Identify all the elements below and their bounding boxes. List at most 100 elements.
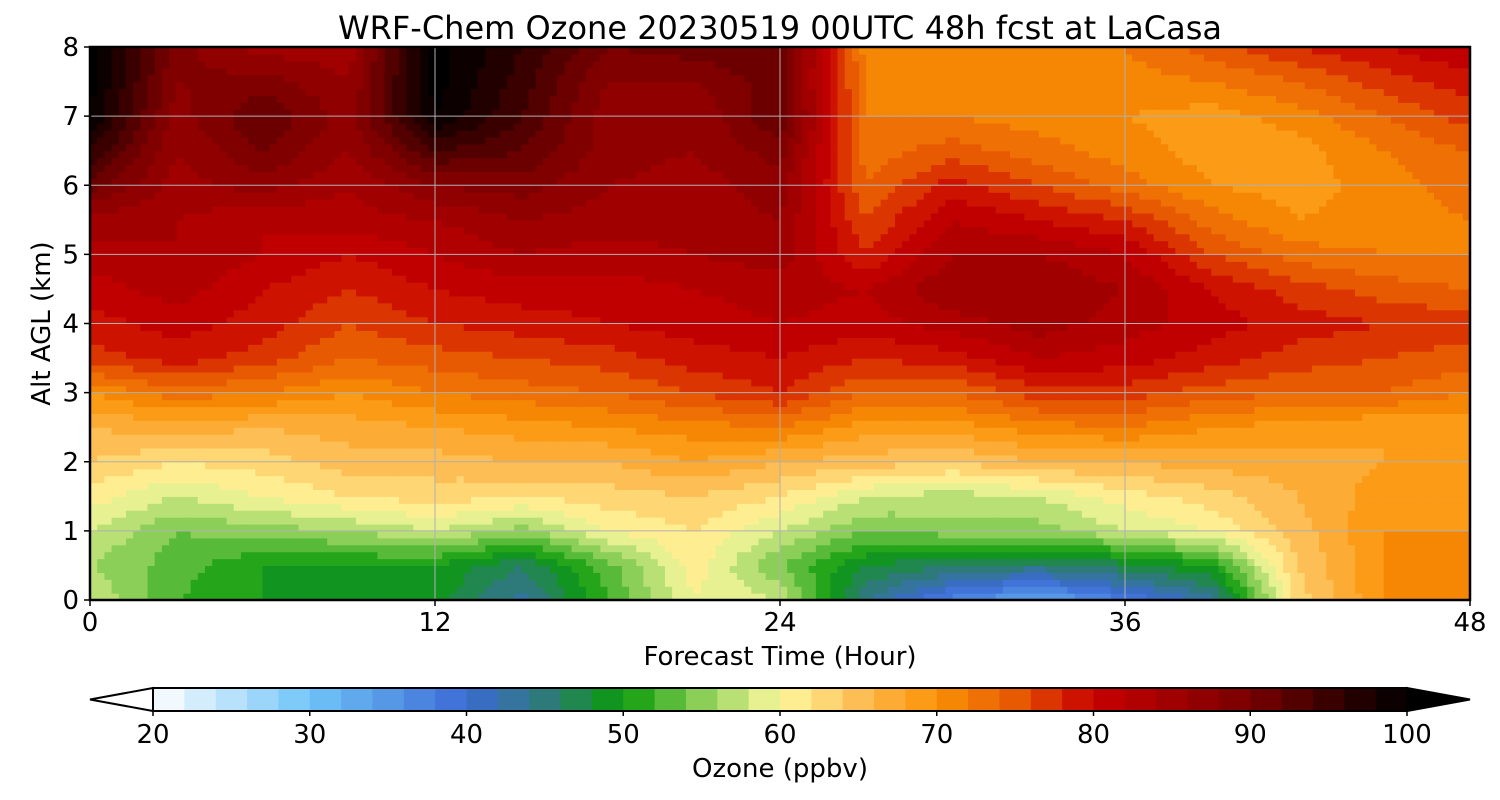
heatmap-cell [427,510,436,518]
heatmap-cell [1153,530,1162,539]
heatmap-cell [1045,427,1054,435]
heatmap-cell [585,441,594,449]
heatmap-cell [90,482,98,490]
heatmap-cell [866,447,875,456]
heatmap-cell [621,530,630,539]
heatmap-cell [1110,427,1119,435]
heatmap-cell [974,496,982,504]
heatmap-cell [578,537,587,546]
heatmap-cell [140,427,149,435]
heatmap-cell [923,579,932,587]
heatmap-cell [1412,586,1421,594]
heatmap-cell [456,482,465,490]
heatmap-cell [1319,461,1327,470]
heatmap-cell [1182,468,1191,477]
heatmap-cell [1153,420,1162,428]
heatmap-cell [808,586,817,594]
heatmap-cell [90,593,98,601]
heatmap-cell [470,489,479,497]
heatmap-cell [169,593,177,601]
heatmap-cell [327,489,335,497]
heatmap-cell [327,447,335,456]
heatmap-cell [169,510,177,518]
heatmap-cell [1196,503,1205,511]
heatmap-cell [571,489,580,497]
heatmap-cell [1441,468,1450,477]
heatmap-cell [1383,454,1392,463]
heatmap-cell [859,523,867,532]
heatmap-cell [607,593,616,601]
heatmap-cell [830,447,839,456]
heatmap-cell [815,427,824,435]
heatmap-cell [406,482,415,490]
heatmap-cell [1434,537,1442,546]
heatmap-cell [334,523,343,532]
heatmap-cell [844,441,853,449]
heatmap-cell [700,468,709,477]
heatmap-cell [1089,579,1097,587]
heatmap-cell [1074,496,1083,504]
heatmap-cell [514,447,522,456]
heatmap-cell [557,586,565,594]
heatmap-cell [945,530,954,539]
heatmap-cell [1182,447,1191,456]
heatmap-cell [262,537,271,546]
heatmap-cell [578,475,587,484]
heatmap-cell [377,447,386,456]
heatmap-cell [1405,489,1414,497]
heatmap-cell [1146,565,1155,573]
heatmap-cell [190,496,199,504]
heatmap-cell [873,551,882,560]
heatmap-cell [981,523,990,532]
heatmap-cell [384,447,393,456]
heatmap-cell [550,468,558,477]
heatmap-cell [938,517,946,525]
heatmap-cell [887,496,896,504]
heatmap-cell [1304,523,1313,532]
heatmap-cell [348,482,357,490]
heatmap-cell [341,496,350,504]
heatmap-cell [1333,475,1342,484]
heatmap-cell [700,434,709,442]
heatmap-cell [887,558,896,567]
heatmap-cell [219,572,228,580]
heatmap-cell [722,586,731,594]
heatmap-cell [1426,544,1435,553]
heatmap-cell [463,441,472,449]
heatmap-cell [226,468,235,477]
heatmap-cell [1376,544,1385,553]
heatmap-cell [118,558,127,567]
heatmap-cell [284,427,292,435]
heatmap-cell [564,579,573,587]
heatmap-cell [240,447,249,456]
heatmap-cell [708,530,716,539]
heatmap-cell [593,551,601,560]
heatmap-cell [1240,517,1248,525]
heatmap-cell [320,503,328,511]
heatmap-cell [679,517,688,525]
heatmap-cell [1311,427,1320,435]
heatmap-cell [1275,441,1284,449]
heatmap-cell [262,482,271,490]
heatmap-cell [269,489,278,497]
heatmap-cell [528,468,537,477]
heatmap-cell [693,551,702,560]
heatmap-cell [1189,551,1198,560]
heatmap-cell [97,454,105,463]
heatmap-cell [1319,593,1327,601]
heatmap-cell [240,517,249,525]
heatmap-cell [377,558,386,567]
heatmap-cell [1117,517,1126,525]
heatmap-cell [262,454,271,463]
heatmap-cell [930,468,939,477]
heatmap-cell [355,572,364,580]
heatmap-cell [197,427,206,435]
heatmap-cell [909,461,918,470]
heatmap-cell [1434,572,1442,580]
heatmap-cell [1211,427,1220,435]
heatmap-cell [1067,489,1076,497]
heatmap-cell [205,482,213,490]
heatmap-cell [233,517,242,525]
heatmap-cell [1398,537,1406,546]
heatmap-cell [1455,496,1464,504]
